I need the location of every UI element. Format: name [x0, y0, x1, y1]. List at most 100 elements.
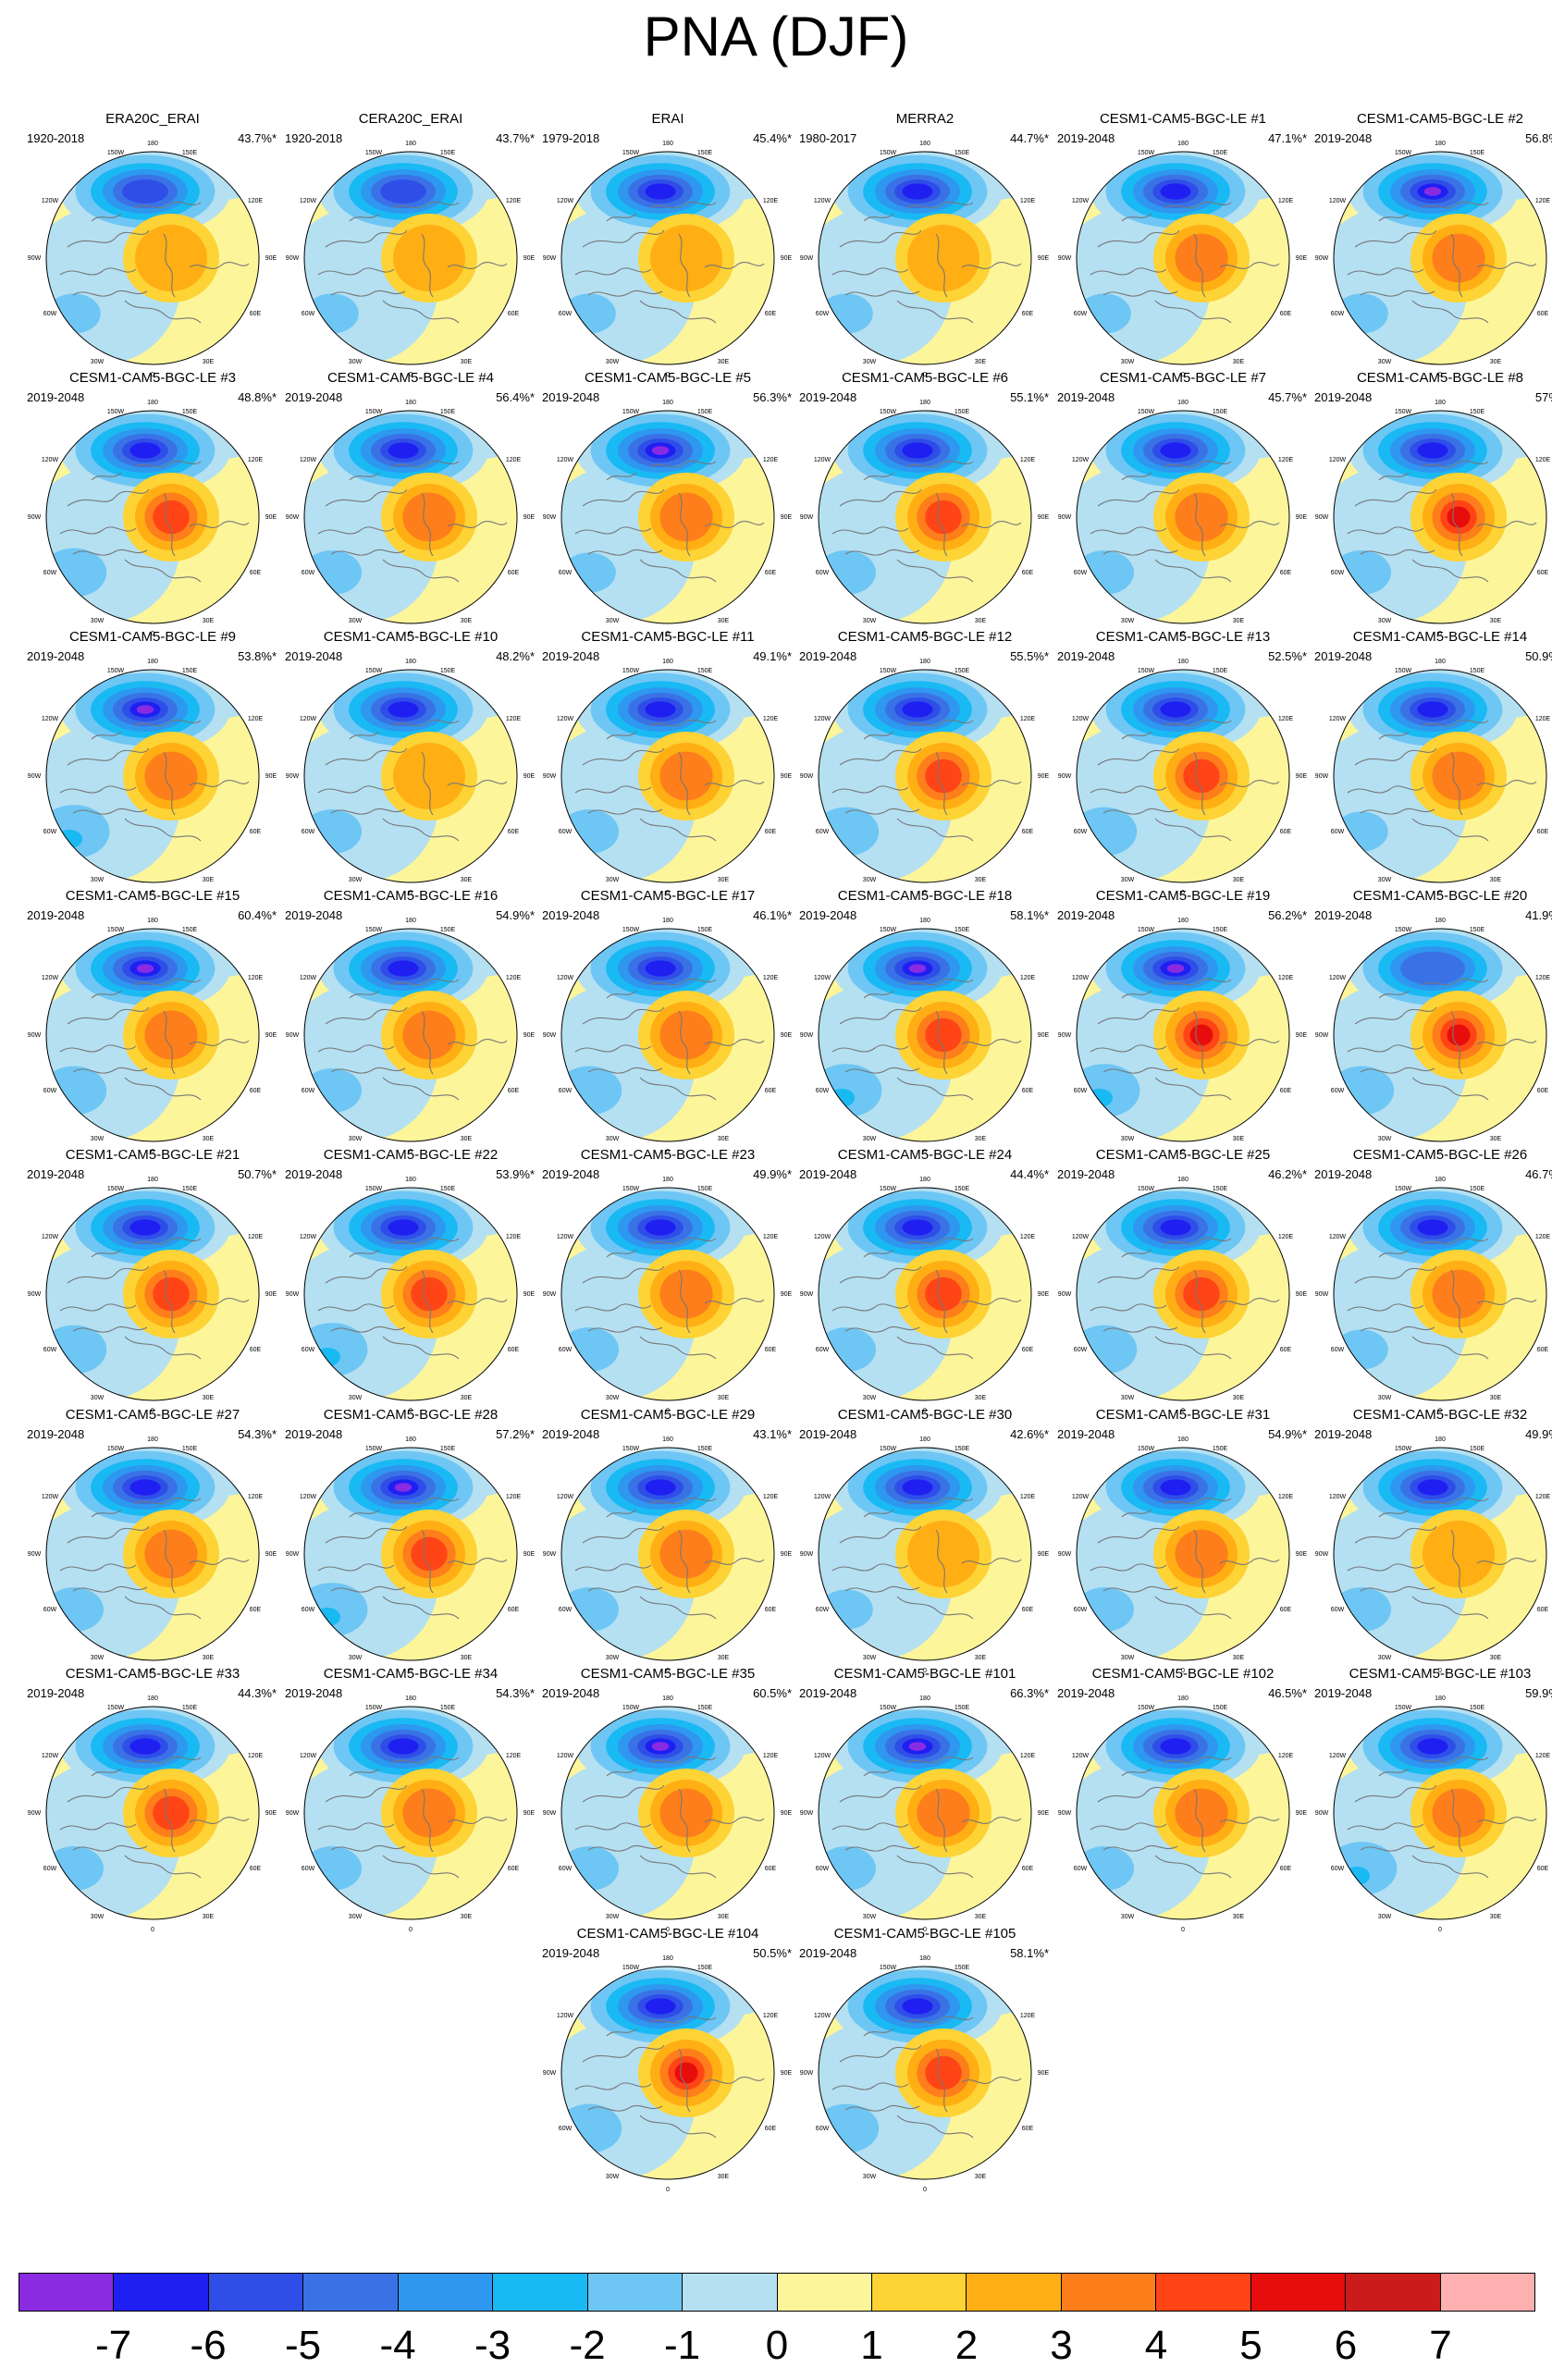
- colorbar-box: [777, 2274, 872, 2311]
- longitude-label: 0: [923, 372, 927, 378]
- longitude-label: 120E: [248, 975, 264, 981]
- colorbar-box: [683, 2274, 778, 2311]
- longitude-label: 0: [1181, 1408, 1185, 1414]
- longitude-label: 60E: [1280, 1347, 1292, 1353]
- longitude-label: 120W: [1329, 975, 1347, 981]
- longitude-label: 30W: [863, 618, 877, 624]
- panel-years: 2019-2048: [1314, 1686, 1373, 1700]
- longitude-label: 30W: [606, 1136, 620, 1142]
- coastlines: [317, 1756, 508, 1879]
- longitude-label: 60W: [559, 570, 573, 576]
- longitude-label: 60W: [559, 2126, 573, 2132]
- positive-contour: [1447, 1024, 1471, 1046]
- longitude-label: 60W: [43, 570, 57, 576]
- longitude-label: 30W: [863, 1914, 877, 1920]
- positive-contour: [153, 499, 190, 535]
- longitude-label: 0: [409, 1408, 413, 1414]
- positive-contour: [144, 751, 198, 801]
- panel-years: 2019-2048: [799, 908, 857, 922]
- coastlines: [1347, 978, 1537, 1101]
- longitude-label: 60W: [1331, 829, 1345, 835]
- longitude-label: 90E: [1296, 255, 1308, 262]
- longitude-label: 60E: [1280, 311, 1292, 317]
- longitude-label: 90E: [265, 1551, 277, 1558]
- panel-title: CESM1-CAM5-BGC-LE #5: [584, 370, 752, 386]
- longitude-label: 150E: [697, 927, 713, 933]
- panel-variance: 43.7%*: [238, 131, 277, 145]
- longitude-label: 150W: [107, 409, 125, 415]
- longitude-label: 150E: [440, 1446, 456, 1452]
- polar-map: 180 150W 150E 120W 120E 90W 90E 60W 60E 30W 30E 0: [28, 400, 277, 637]
- panel-title: CESM1-CAM5-BGC-LE #4: [326, 370, 495, 386]
- panel-variance: 49.1%*: [753, 649, 792, 663]
- longitude-label: 180: [1177, 918, 1189, 924]
- longitude-label: 0: [923, 1408, 927, 1414]
- longitude-label: 120W: [300, 1494, 317, 1500]
- colorbar-box: [19, 2274, 115, 2311]
- longitude-label: 150W: [365, 927, 383, 933]
- longitude-label: 150W: [622, 409, 640, 415]
- panel-years: 2019-2048: [1314, 390, 1373, 404]
- longitude-label: 150E: [697, 1446, 713, 1452]
- map-panel: CESM1-CAM5-BGC-LE #104 2019-2048 50.5%* 180…: [539, 1926, 796, 2193]
- positive-contour: [1447, 506, 1471, 528]
- longitude-label: 30W: [349, 877, 363, 883]
- panel-title: CESM1-CAM5-BGC-LE #14: [1352, 629, 1528, 645]
- longitude-label: 30E: [203, 1914, 215, 1920]
- panel-title: CESM1-CAM5-BGC-LE #19: [1095, 888, 1271, 904]
- colorbar-tick-label: 5: [1239, 2323, 1263, 2368]
- map-border: [45, 1447, 260, 1661]
- negative-contour: [1417, 442, 1448, 459]
- panel-title: CESM1-CAM5-BGC-LE #21: [65, 1147, 240, 1163]
- atlantic-negative-core: [314, 1348, 340, 1366]
- longitude-label: 60E: [1280, 829, 1292, 835]
- panel-years: 2019-2048: [285, 1427, 343, 1441]
- panel-title: CESM1-CAM5-BGC-LE #22: [323, 1147, 499, 1163]
- map-panel: CESM1-CAM5-BGC-LE #21 2019-2048 50.7%* 180 1…: [24, 1147, 281, 1414]
- longitude-label: 150W: [107, 1446, 125, 1452]
- longitude-label: 60E: [1022, 829, 1034, 835]
- map-panel: CESM1-CAM5-BGC-LE #103 2019-2048 59.9%* 180…: [1312, 1666, 1552, 1933]
- colorbar-tick-label: -4: [379, 2323, 416, 2368]
- panel-years: 2019-2048: [1314, 131, 1373, 145]
- panel-title: CESM1-CAM5-BGC-LE #23: [580, 1147, 756, 1163]
- longitude-label: 60W: [1331, 1866, 1345, 1872]
- longitude-label: 120W: [42, 198, 59, 204]
- longitude-label: 150W: [880, 1186, 897, 1192]
- longitude-label: 120E: [763, 1494, 779, 1500]
- positive-contour: [1175, 233, 1228, 283]
- longitude-label: 180: [405, 918, 416, 924]
- polar-map: 180 150W 150E 120W 120E 90W 90E 60W 60E 30W 30E 0: [800, 1177, 1050, 1414]
- longitude-label: 150W: [622, 1705, 640, 1711]
- colorbar-tick-label: -5: [284, 2323, 322, 2368]
- longitude-label: 150E: [955, 668, 970, 674]
- map-panel: CESM1-CAM5-BGC-LE #5 2019-2048 56.3%* 180 15…: [539, 370, 796, 637]
- longitude-label: 30W: [1121, 877, 1135, 883]
- coastlines: [574, 201, 765, 324]
- longitude-label: 90W: [800, 1810, 814, 1817]
- map-border: [45, 1706, 260, 1920]
- atlantic-negative-core: [1087, 1089, 1113, 1107]
- map-border: [303, 410, 518, 624]
- page-title: PNA (DJF): [643, 6, 909, 68]
- panel-variance: 54.9%*: [1268, 1427, 1307, 1441]
- longitude-label: 120W: [1072, 1234, 1090, 1240]
- longitude-label: 120E: [248, 1494, 264, 1500]
- map-panel: CESM1-CAM5-BGC-LE #7 2019-2048 45.7%* 180 15…: [1054, 370, 1312, 637]
- longitude-label: 120E: [1278, 1753, 1294, 1759]
- map-border: [818, 410, 1032, 624]
- longitude-label: 150W: [1138, 1705, 1155, 1711]
- panel-title: CESM1-CAM5-BGC-LE #16: [323, 888, 499, 904]
- coastlines: [1090, 719, 1280, 842]
- map-panel: CESM1-CAM5-BGC-LE #33 2019-2048 44.3%* 180 1…: [24, 1666, 281, 1933]
- longitude-label: 120W: [814, 975, 831, 981]
- longitude-label: 120W: [300, 1234, 317, 1240]
- polar-map: 180 150W 150E 120W 120E 90W 90E 60W 60E 30W 30E 0: [286, 1696, 536, 1933]
- longitude-label: 60W: [1331, 1088, 1345, 1094]
- longitude-label: 180: [1177, 1437, 1189, 1443]
- longitude-label: 120E: [506, 716, 522, 722]
- polar-map: 180 150W 150E 120W 120E 90W 90E 60W 60E 30W 30E 0: [286, 400, 536, 637]
- map-border: [303, 1187, 518, 1401]
- longitude-label: 60E: [508, 1088, 520, 1094]
- longitude-label: 0: [923, 1149, 927, 1155]
